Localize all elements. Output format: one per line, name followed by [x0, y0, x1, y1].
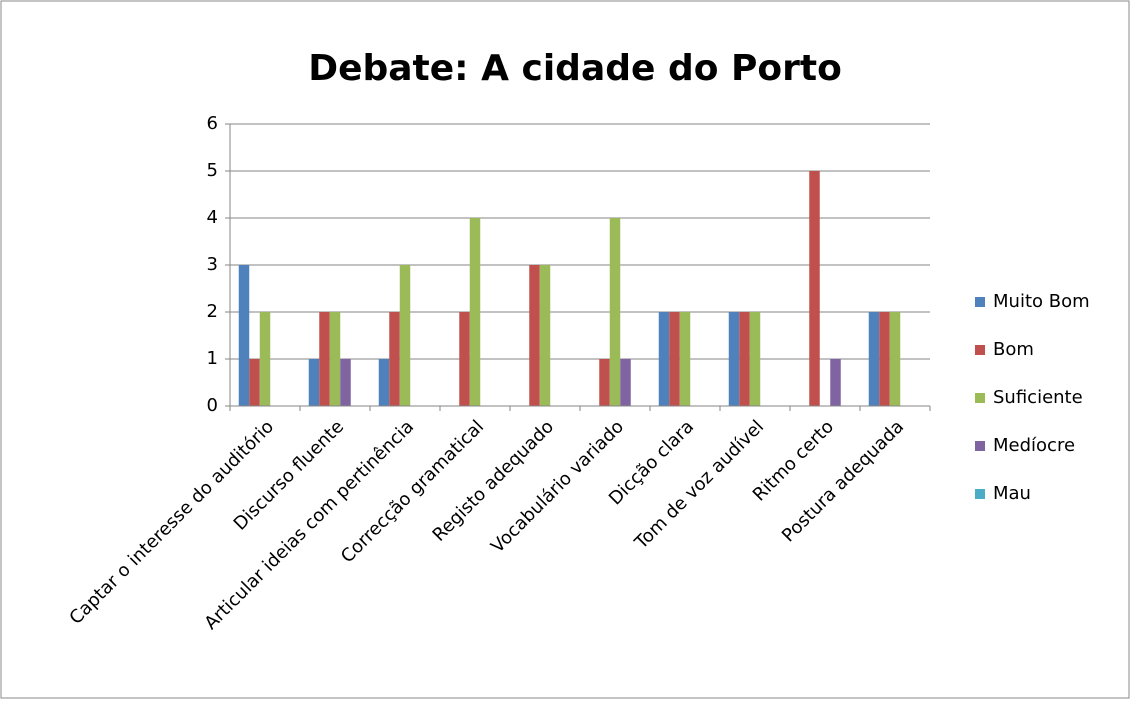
y-tick-label: 5 — [207, 160, 218, 181]
y-tick-label: 1 — [207, 348, 218, 369]
chart-title: Debate: A cidade do Porto — [308, 48, 842, 89]
bar — [830, 359, 841, 406]
legend-swatch — [975, 489, 985, 499]
legend-swatch — [975, 345, 985, 355]
bar — [809, 171, 820, 406]
bar — [259, 312, 271, 406]
bar — [249, 359, 260, 406]
legend-label: Bom — [993, 339, 1034, 360]
y-tick-label: 4 — [207, 207, 218, 228]
y-tick-label: 6 — [207, 113, 218, 134]
bar — [319, 312, 330, 406]
bar — [609, 218, 621, 406]
bar — [620, 359, 631, 406]
legend-label: Suficiente — [993, 387, 1083, 408]
bar — [329, 312, 341, 406]
y-tick-label: 3 — [207, 254, 218, 275]
bar — [658, 312, 670, 406]
bar — [378, 359, 390, 406]
bar — [599, 359, 610, 406]
bar — [539, 265, 551, 406]
bar — [749, 312, 761, 406]
legend-swatch — [975, 393, 985, 403]
bar — [728, 312, 740, 406]
bar — [679, 312, 691, 406]
bar — [469, 218, 481, 406]
legend-label: Medíocre — [993, 435, 1075, 456]
bar — [868, 312, 880, 406]
legend-swatch — [975, 441, 985, 451]
y-tick-label: 2 — [207, 301, 218, 322]
bar — [238, 265, 250, 406]
bar — [399, 265, 411, 406]
bar — [340, 359, 351, 406]
bar — [389, 312, 400, 406]
y-tick-label: 0 — [207, 395, 218, 416]
legend-label: Muito Bom — [993, 291, 1090, 312]
bar — [669, 312, 680, 406]
bar — [529, 265, 540, 406]
bar — [308, 359, 320, 406]
bar — [889, 312, 901, 406]
legend-swatch — [975, 297, 985, 307]
bar — [459, 312, 470, 406]
legend-label: Mau — [993, 483, 1031, 504]
bar — [739, 312, 750, 406]
bar — [879, 312, 890, 406]
